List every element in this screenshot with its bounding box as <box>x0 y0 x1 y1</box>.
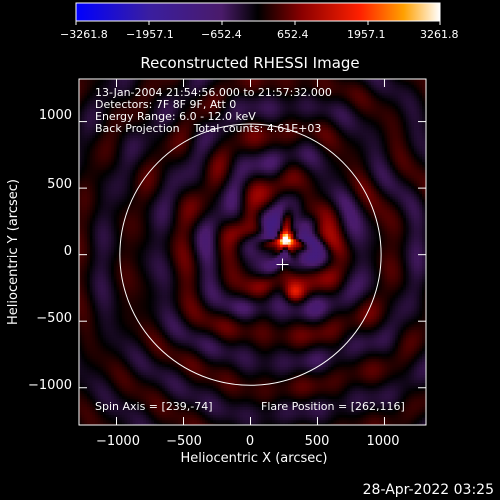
colorbar-tick-label: 3261.8 <box>420 28 459 41</box>
colorbar <box>76 3 440 21</box>
colorbar-tick-label: 1957.1 <box>347 28 386 41</box>
colorbar-tick-label: −1957.1 <box>126 28 174 41</box>
chart-title: Reconstructed RHESSI Image <box>140 54 359 72</box>
colorbar-ticks <box>76 21 440 25</box>
colorbar-tick-label: 652.4 <box>277 28 309 41</box>
colorbar-tick-label: −652.4 <box>201 28 242 41</box>
colorbar-tick-label: −3261.8 <box>60 28 108 41</box>
